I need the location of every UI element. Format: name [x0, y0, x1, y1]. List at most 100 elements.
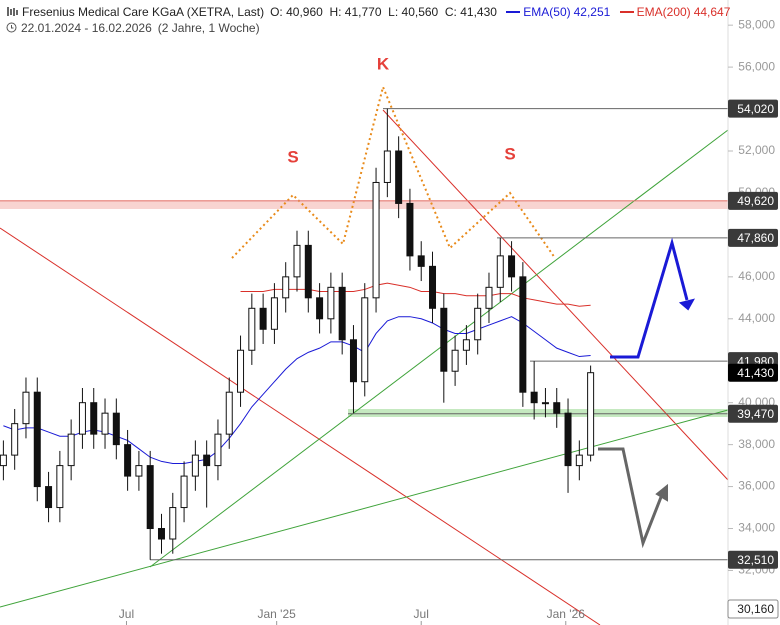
candle-body [338, 286, 346, 341]
candle-body [0, 454, 7, 467]
candle-body [485, 286, 493, 309]
candle-body [22, 391, 30, 425]
legend-name: EMA(50) [523, 5, 571, 19]
level-label: 47,860 [737, 231, 774, 245]
candle-body [541, 402, 549, 405]
header-line: Fresenius Medical Care KGaA (XETRA, Last… [6, 5, 736, 19]
indicator-lines [3, 282, 591, 465]
candle-body [146, 465, 154, 530]
candle-body [11, 423, 19, 456]
candle-body [101, 412, 109, 435]
candle-body [316, 297, 324, 320]
trend-line [382, 109, 729, 481]
candle-body [553, 402, 561, 414]
candle-body [259, 307, 267, 330]
clock-icon [6, 22, 17, 33]
candle-body [474, 307, 482, 341]
legend-swatch [619, 11, 634, 13]
y-tick-label: 56,000 [738, 59, 775, 73]
candle-body [67, 433, 75, 467]
projection-arrow [610, 237, 689, 359]
x-tick-label: Jan '26 [547, 607, 586, 621]
period: (2 Jahre, 1 Woche) [157, 21, 260, 35]
levels [0, 108, 728, 561]
level-box [728, 550, 778, 569]
candle-body [180, 475, 188, 509]
candle-body [508, 255, 516, 278]
candle-body [135, 465, 143, 477]
arrow-head [655, 483, 668, 502]
icon [7, 7, 18, 16]
x-tick-label: Jul [119, 607, 134, 621]
candle-body [203, 454, 211, 467]
candle-body [169, 507, 177, 540]
legend-name: EMA(200) [636, 5, 691, 19]
level-labels: 54,02049,62047,86041,98041,43039,47032,5… [727, 99, 779, 619]
ohlc: O: 40,960 H: 41,770 L: 40,560 C: 41,430 [270, 5, 497, 19]
level-label: 49,620 [737, 194, 774, 208]
legend-value: 44,647 [693, 5, 731, 19]
date-range: 22.01.2024 - 16.02.2026 [21, 21, 152, 35]
candle-body [112, 412, 120, 446]
level-box [728, 191, 778, 210]
candle-body [417, 255, 425, 267]
candle-body [237, 349, 245, 393]
candle-body [282, 276, 290, 299]
resistance-zone [0, 200, 728, 209]
level-label: 39,470 [737, 407, 774, 421]
candle-body [78, 402, 86, 435]
candle-body [56, 465, 64, 509]
level-box [728, 363, 778, 382]
y-tick-label: 44,000 [738, 311, 775, 325]
arrow-head [678, 298, 695, 311]
candle-body [191, 454, 199, 477]
indicator-line [3, 316, 591, 465]
candles [0, 108, 595, 560]
title: Fresenius Medical Care KGaA (XETRA, Last… [22, 5, 265, 19]
candle-body [440, 307, 448, 372]
projection-arrow [598, 447, 665, 549]
annotation: S [504, 144, 515, 163]
candle-body [383, 150, 391, 183]
y-tick-label: 58,000 [738, 17, 775, 31]
candle-body [395, 150, 403, 204]
level-label: 32,510 [737, 553, 774, 567]
candle-body [564, 412, 572, 467]
level-label: 41,430 [737, 366, 774, 380]
y-tick-label: 36,000 [738, 479, 775, 493]
candle-body [270, 297, 278, 330]
legend-value: 42,251 [573, 5, 611, 19]
level-box [727, 599, 779, 619]
x-tick-label: Jan '25 [258, 607, 297, 621]
candle-body [519, 276, 527, 393]
level-box [728, 228, 778, 247]
candle-body [496, 255, 504, 288]
candle-body [530, 391, 538, 404]
y-tick-label: 34,000 [738, 521, 775, 535]
level-label: 54,020 [737, 102, 774, 116]
candle-body [327, 286, 335, 320]
level-label: 30,160 [737, 602, 774, 616]
support-zone [348, 409, 728, 417]
candle-body [462, 339, 470, 351]
pattern-line [231, 83, 556, 259]
level-box [728, 404, 778, 423]
candle-body [372, 181, 380, 299]
candle-body [429, 265, 437, 309]
candle-body [225, 391, 233, 435]
candle-body [349, 339, 357, 383]
candle-body [248, 307, 256, 351]
candle-body [124, 444, 132, 477]
candle-body [406, 202, 414, 257]
y-tick-label: 38,000 [738, 437, 775, 451]
candle-body [293, 244, 301, 278]
candle-body [587, 372, 595, 456]
indicator-line [240, 282, 591, 307]
candle-body [361, 297, 369, 383]
annotation: K [377, 54, 390, 73]
candle-body [575, 454, 583, 467]
candle-body [451, 349, 459, 372]
x-tick-label: Jul [414, 607, 429, 621]
